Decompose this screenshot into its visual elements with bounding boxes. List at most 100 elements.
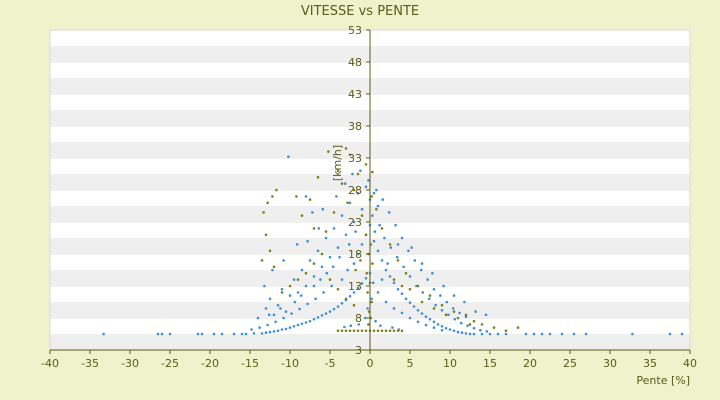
data-point — [320, 314, 324, 317]
data-point — [447, 313, 450, 317]
data-point — [340, 329, 344, 333]
data-point — [504, 332, 508, 336]
data-point — [156, 332, 160, 336]
data-point — [392, 329, 396, 333]
data-point — [484, 313, 488, 317]
data-point — [328, 310, 332, 313]
y-tick-label: 43 — [348, 88, 362, 101]
y-tick-label: 18 — [348, 248, 362, 261]
data-point — [540, 332, 544, 336]
data-point — [376, 204, 380, 208]
data-point — [388, 275, 392, 278]
data-point — [479, 328, 482, 332]
data-point — [375, 207, 378, 211]
data-point — [392, 278, 396, 281]
data-point — [548, 332, 552, 336]
data-point — [440, 303, 444, 307]
data-point — [272, 313, 276, 317]
data-point — [280, 328, 284, 331]
data-point — [431, 271, 434, 275]
data-point — [293, 300, 297, 304]
data-point — [448, 328, 452, 331]
data-point — [383, 236, 386, 240]
y-tick-label: 28 — [348, 184, 362, 197]
data-point — [352, 303, 356, 307]
data-point — [416, 284, 420, 288]
data-point — [396, 287, 400, 291]
data-point — [378, 223, 381, 227]
chart-title: VITESSE vs PENTE — [301, 4, 419, 19]
data-point — [266, 323, 269, 327]
data-point — [340, 278, 344, 281]
x-tick-label: -20 — [201, 357, 219, 370]
data-point — [388, 329, 392, 333]
data-point — [316, 316, 320, 319]
data-point — [365, 271, 369, 275]
data-point — [428, 294, 432, 297]
data-points — [102, 147, 684, 336]
data-point — [268, 297, 272, 301]
data-point — [304, 284, 308, 288]
data-point — [288, 284, 292, 288]
data-point — [348, 329, 352, 333]
data-point — [338, 255, 341, 259]
data-point — [319, 278, 322, 281]
data-point — [311, 211, 314, 214]
data-point — [312, 275, 316, 278]
data-point — [584, 332, 588, 336]
x-tick-label: 5 — [407, 357, 414, 370]
y-tick-label: 38 — [348, 120, 362, 133]
data-point — [400, 236, 404, 240]
data-point — [371, 170, 374, 174]
data-point — [380, 227, 384, 230]
data-point — [463, 300, 466, 304]
x-tick-label: -30 — [121, 357, 139, 370]
data-point — [336, 246, 340, 249]
data-point — [432, 326, 436, 329]
x-tick-label: -10 — [281, 357, 299, 370]
data-point — [496, 332, 500, 336]
data-point — [160, 332, 164, 336]
data-point — [268, 249, 272, 253]
data-point — [380, 329, 384, 333]
data-point — [321, 207, 325, 211]
data-point — [349, 324, 353, 328]
data-point — [456, 330, 460, 334]
x-tick-label: -15 — [241, 357, 259, 370]
data-point — [452, 294, 456, 297]
data-point — [330, 284, 333, 288]
data-point — [352, 262, 356, 265]
data-point — [371, 281, 375, 285]
data-point — [453, 318, 457, 321]
data-point — [363, 316, 367, 320]
x-tick-label: -5 — [325, 357, 336, 370]
data-point — [296, 278, 300, 281]
data-point — [320, 252, 324, 256]
data-point — [384, 300, 388, 304]
data-point — [560, 332, 564, 336]
data-point — [268, 330, 272, 334]
data-point — [348, 153, 352, 157]
data-point — [298, 307, 301, 311]
data-point — [370, 297, 373, 301]
x-tick-label: -25 — [161, 357, 179, 370]
data-point — [396, 259, 400, 262]
data-point — [336, 305, 340, 308]
y-tick-label: 3 — [355, 344, 362, 357]
data-point — [212, 332, 216, 336]
x-ticks: -40 -35 -30 -25 -20 -15 -10 -5 0 5 10 15 20 25 30 35 40 — [41, 350, 697, 370]
data-point — [296, 291, 300, 294]
data-point — [336, 287, 340, 291]
data-point — [300, 322, 304, 326]
data-point — [413, 259, 417, 262]
y-tick-label: 48 — [348, 56, 362, 69]
data-point — [436, 323, 440, 326]
data-point — [282, 316, 285, 320]
data-point — [275, 188, 278, 192]
data-point — [372, 239, 376, 243]
x-tick-label: 30 — [603, 357, 617, 370]
data-point — [407, 249, 410, 253]
data-point — [258, 326, 261, 329]
data-point — [276, 329, 280, 333]
